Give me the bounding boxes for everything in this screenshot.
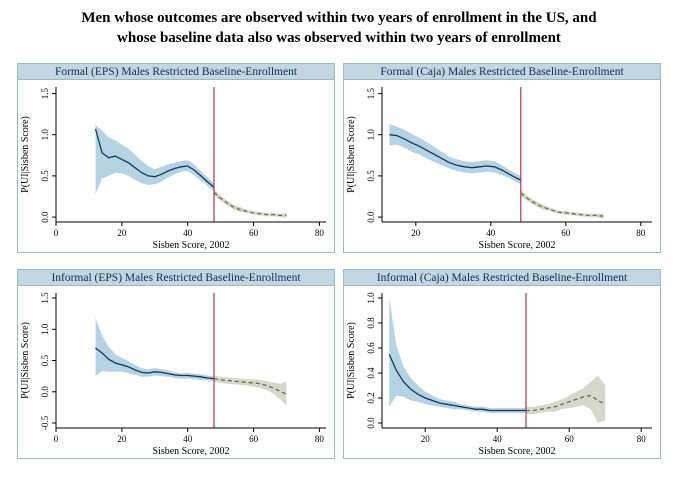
- x-tick-label: 40: [183, 434, 193, 444]
- y-tick-label: 0.8: [366, 316, 376, 328]
- y-axis-label: P(UI|Sisben Score): [346, 116, 357, 193]
- x-tick-label: 80: [637, 434, 647, 444]
- x-tick-label: 40: [493, 434, 503, 444]
- panel-informal-caja: Informal (Caja) Males Restricted Baselin…: [343, 268, 661, 459]
- panel-title-formal-caja: Formal (Caja) Males Restricted Baseline-…: [344, 63, 660, 80]
- x-tick-label: 40: [486, 228, 496, 238]
- y-tick-label: 0.0: [40, 385, 50, 397]
- y-tick-label: 0.5: [40, 354, 50, 366]
- x-tick-label: 20: [117, 228, 127, 238]
- x-tick-label: 60: [565, 434, 575, 444]
- x-tick-label: 40: [183, 228, 193, 238]
- figure-title-line2: whose baseline data also was observed wi…: [117, 30, 561, 47]
- series-line-pre: [389, 133, 522, 181]
- series-line-post: [213, 377, 287, 395]
- panel-informal-eps: Informal (EPS) Males Restricted Baseline…: [17, 268, 335, 459]
- ci-band-post: [214, 188, 287, 218]
- plot-informal-eps: -0.5 0.0 0.5 1.0 1.5 0 20 40 60 80 P(UI|Sisben Sco…: [18, 285, 334, 458]
- ci-band-post: [526, 375, 606, 423]
- y-tick-label: 1.5: [40, 291, 50, 303]
- panel-title-informal-caja: Informal (Caja) Males Restricted Baselin…: [344, 269, 660, 286]
- figure-title-line1: Men whose outcomes are observed within t…: [81, 10, 597, 26]
- x-axis-label: Sisben Score, 2002: [479, 240, 556, 251]
- x-tick-label: 80: [636, 228, 646, 238]
- series-line-pre: [94, 128, 215, 188]
- y-tick-label: 1.0: [40, 323, 50, 335]
- x-tick-label: 0: [54, 228, 59, 238]
- x-tick-label: 20: [117, 434, 127, 444]
- y-tick-label: 1.0: [366, 291, 376, 303]
- y-tick-label: 0.0: [40, 210, 50, 222]
- y-tick-label: 0.5: [40, 169, 50, 181]
- x-tick-label: 60: [249, 434, 259, 444]
- plot-formal-eps: 0.0 0.5 1.0 1.5 0 20 40 60 80 P(UI|Sisben Score) S…: [18, 79, 334, 252]
- y-tick-label: 0.0: [366, 416, 376, 428]
- series-line-post: [213, 191, 287, 216]
- y-tick-label: 1.0: [40, 128, 50, 140]
- x-axis-label: Sisben Score, 2002: [153, 240, 230, 251]
- x-tick-label: 60: [249, 228, 259, 238]
- y-tick-label: 0.4: [366, 366, 376, 378]
- ci-band-post: [214, 375, 287, 405]
- panel-formal-caja: Formal (Caja) Males Restricted Baseline-…: [343, 62, 661, 253]
- x-tick-label: 80: [315, 434, 325, 444]
- y-tick-label: 0.5: [366, 169, 376, 181]
- ci-band-pre: [95, 124, 214, 194]
- x-tick-label: 0: [54, 434, 59, 444]
- series-line-pre: [95, 346, 215, 379]
- x-tick-label: 60: [561, 228, 571, 238]
- y-axis-label: P(UI|Sisben Score): [346, 322, 357, 399]
- x-tick-label: 80: [315, 228, 325, 238]
- y-tick-label: 1.0: [366, 128, 376, 140]
- y-tick-label: 0.2: [366, 392, 376, 403]
- y-tick-label: 1.5: [366, 87, 376, 99]
- panel-title-formal-eps: Formal (EPS) Males Restricted Baseline-E…: [18, 63, 334, 80]
- y-tick-label: 0.0: [366, 210, 376, 222]
- ci-band-pre: [389, 123, 521, 184]
- x-tick-label: 20: [411, 228, 421, 238]
- x-tick-label: 20: [421, 434, 431, 444]
- chart-grid: Formal (EPS) Males Restricted Baseline-E…: [0, 62, 678, 459]
- ci-band-post: [520, 189, 604, 219]
- series-line-pre: [388, 353, 526, 411]
- plot-formal-caja: 0.0 0.5 1.0 1.5 20 40 60 80 P(UI|Sisben Score) Si…: [344, 79, 660, 252]
- series-line-post: [520, 192, 604, 217]
- plot-informal-caja: 0.0 0.2 0.4 0.6 0.8 1.0 20 40 60 80 P(UI|Sisben Sc…: [344, 285, 660, 458]
- figure-title: Men whose outcomes are observed within t…: [0, 0, 678, 49]
- y-axis-label: P(UI|Sisben Score): [20, 116, 31, 193]
- y-tick-label: 0.6: [366, 341, 376, 353]
- x-axis-label: Sisben Score, 2002: [153, 446, 230, 457]
- y-axis-label: P(UI|Sisben Score): [20, 322, 31, 399]
- panel-formal-eps: Formal (EPS) Males Restricted Baseline-E…: [17, 62, 335, 253]
- panel-title-informal-eps: Informal (EPS) Males Restricted Baseline…: [18, 269, 334, 286]
- ci-band-pre: [389, 297, 526, 413]
- y-tick-label: 1.5: [40, 87, 50, 99]
- x-axis-label: Sisben Score, 2002: [479, 446, 556, 457]
- y-tick-label: -0.5: [40, 415, 50, 430]
